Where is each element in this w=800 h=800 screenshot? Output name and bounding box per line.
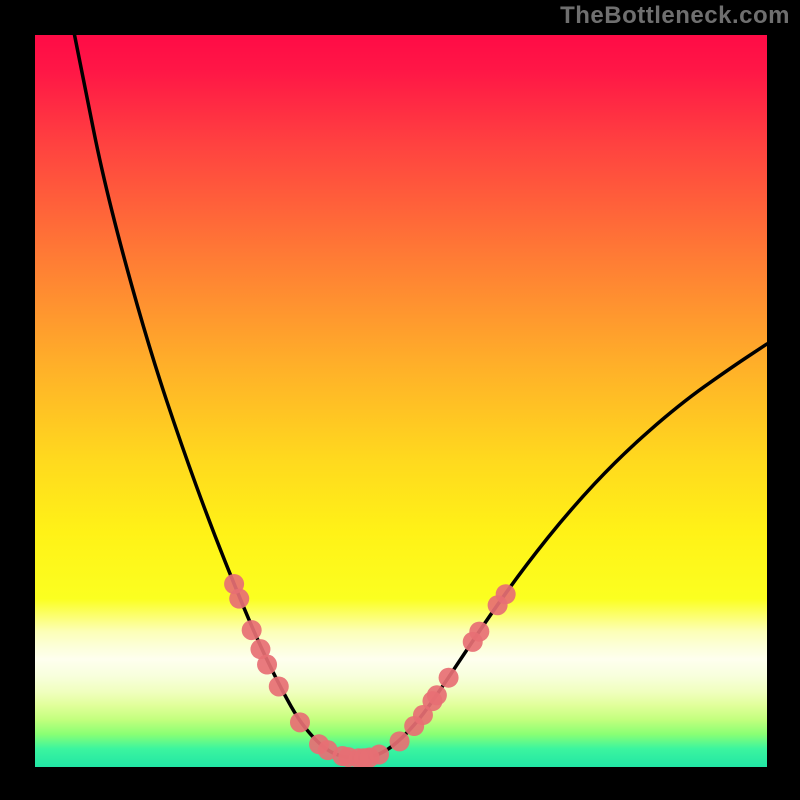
watermark-text: TheBottleneck.com [560, 2, 790, 30]
data-marker [390, 731, 410, 751]
data-marker [257, 655, 277, 675]
data-marker [269, 676, 289, 696]
chart-svg [0, 0, 800, 800]
data-marker [427, 685, 447, 705]
plot-background [35, 35, 767, 767]
data-marker [242, 620, 262, 640]
data-marker [439, 668, 459, 688]
data-marker [290, 712, 310, 732]
chart-frame: TheBottleneck.com [0, 0, 800, 800]
data-marker [496, 584, 516, 604]
data-marker [369, 745, 389, 765]
data-marker [469, 622, 489, 642]
data-marker [229, 589, 249, 609]
